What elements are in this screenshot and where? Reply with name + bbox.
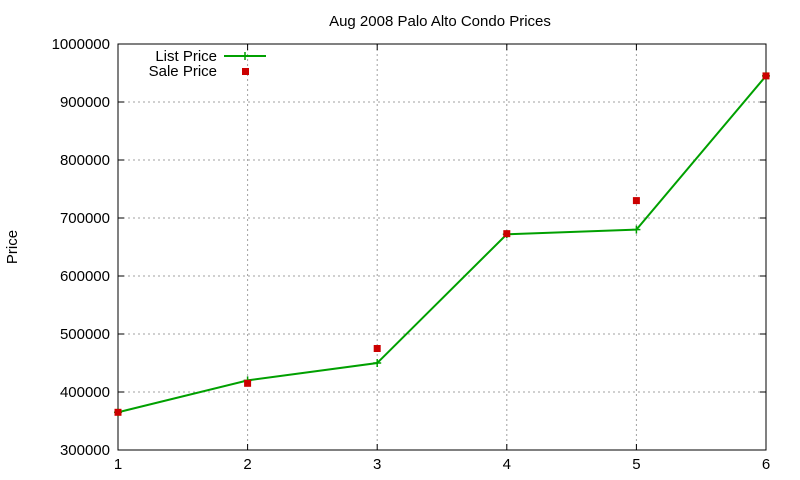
y-axis-ticks: 300000 400000 500000 600000 700000 800000 9000…: [52, 36, 766, 459]
x-tick-label: 1: [114, 456, 122, 473]
grid: [118, 44, 766, 450]
legend-swatch-sale-price: [242, 68, 249, 75]
sale-price-point: [503, 230, 511, 238]
x-tick-label: 3: [373, 456, 381, 473]
y-tick-label: 900000: [60, 94, 110, 111]
plot-frame: [117, 43, 767, 451]
legend-label-list-price: List Price: [155, 48, 217, 65]
x-axis-ticks: 1 2 3 4 5 6: [114, 44, 770, 473]
y-tick-label: 700000: [60, 210, 110, 227]
legend-marker-list-price: [241, 52, 249, 60]
y-tick-label: 1000000: [52, 36, 110, 53]
y-axis-label: Price: [4, 230, 21, 264]
y-tick-label: 600000: [60, 268, 110, 285]
x-tick-label: 5: [632, 456, 640, 473]
y-tick-label: 800000: [60, 152, 110, 169]
chart-title: Aug 2008 Palo Alto Condo Prices: [329, 13, 551, 30]
list-price-point: [373, 359, 382, 367]
x-tick-label: 2: [243, 456, 251, 473]
y-tick-label: 500000: [60, 326, 110, 343]
x-tick-label: 4: [503, 456, 511, 473]
legend: List Price Sale Price: [149, 48, 266, 80]
sale-price-point: [244, 379, 252, 387]
sale-price-point: [762, 72, 770, 80]
series-line-list-price: [117, 75, 767, 414]
sale-price-point: [373, 345, 381, 352]
legend-plus-marker: [241, 52, 249, 60]
legend-label-sale-price: Sale Price: [149, 63, 217, 80]
y-tick-label: 300000: [60, 442, 110, 459]
y-tick-label: 400000: [60, 384, 110, 401]
x-tick-label: 6: [762, 456, 770, 473]
series: [114, 71, 770, 417]
sale-price-point: [632, 197, 640, 205]
list-price-point: [632, 225, 641, 234]
sale-price-point: [114, 408, 122, 416]
